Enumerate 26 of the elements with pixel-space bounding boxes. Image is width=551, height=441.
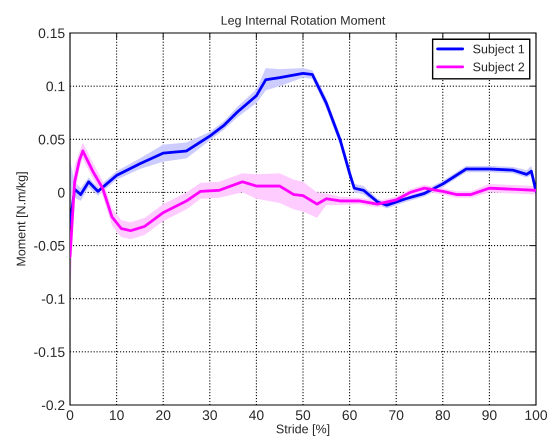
x-tick-label: 30 — [202, 410, 217, 420]
x-tick-label: 40 — [248, 410, 264, 420]
y-tick-label: 0.15 — [38, 28, 65, 38]
x-tick-label: 100 — [525, 410, 548, 420]
chart-title: Leg Internal Rotation Moment — [222, 16, 386, 28]
x-axis-title: Stride [%] — [276, 424, 330, 436]
y-tick-label: -0.05 — [34, 240, 65, 251]
legend-label: Subject 2 — [473, 62, 524, 74]
x-tick-label: 20 — [156, 410, 170, 420]
x-tick-label: 0 — [66, 410, 74, 420]
line-series — [70, 150, 536, 258]
y-tick-label: 0.1 — [46, 81, 64, 92]
y-tick-label: 0.05 — [38, 134, 65, 144]
y-tick-label: -0.15 — [34, 347, 65, 358]
x-tick-label: 10 — [110, 410, 124, 420]
x-tick-label: 70 — [389, 410, 404, 420]
y-tick-label: 0 — [58, 188, 65, 198]
y-tick-label: -0.1 — [42, 294, 64, 304]
y-tick-label: -0.2 — [42, 400, 64, 410]
legend-label: Subject 1 — [473, 44, 524, 56]
x-tick-label: 90 — [482, 410, 497, 420]
x-tick-label: 60 — [342, 410, 357, 420]
x-tick-label: 80 — [436, 410, 450, 420]
x-tick-label: 50 — [296, 410, 310, 420]
line-series — [70, 72, 536, 226]
y-axis-title: Moment [N.m/kg] — [16, 172, 28, 266]
